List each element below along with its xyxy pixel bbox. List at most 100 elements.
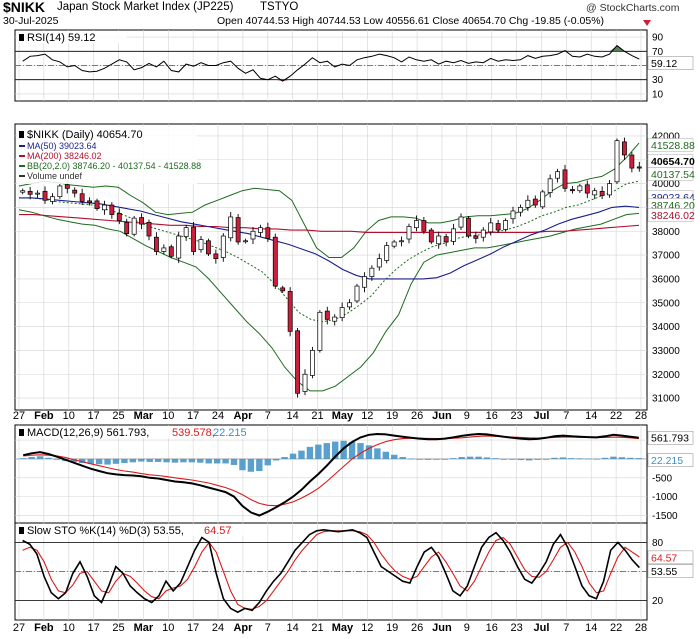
macd-histogram-bar <box>163 458 170 463</box>
candle-body <box>406 226 412 240</box>
candle-body <box>525 199 531 208</box>
x-axis-label: Jun <box>432 622 452 634</box>
macd-histogram-bar <box>121 458 128 464</box>
macd-histogram-bar <box>551 457 558 459</box>
sto-d-value-label: 64.57 <box>651 552 677 564</box>
chart-quote: Open 40744.53 High 40744.53 Low 40556.61… <box>217 15 605 27</box>
macd-histogram-bar <box>256 458 263 471</box>
macd-y-tick: -1500 <box>652 511 678 522</box>
macd-hist-value-label: 22.215 <box>651 455 683 467</box>
x-axis-label: 27 <box>13 410 25 422</box>
sto-legend-main: Slow STO %K(14) %D(3) 53.55, <box>27 525 184 537</box>
x-axis-label: Feb <box>34 410 54 422</box>
candle-body <box>228 216 234 239</box>
price-y-tick: 40000 <box>652 179 680 190</box>
candle-body <box>436 235 442 245</box>
x-axis-label: 21 <box>311 410 323 422</box>
x-axis-label: Apr <box>233 410 253 422</box>
macd-histogram-bar <box>146 458 153 462</box>
macd-histogram-bar <box>365 445 373 459</box>
macd-histogram-bar <box>348 441 356 459</box>
rsi-legend-bg <box>17 31 127 43</box>
candle-body <box>466 217 471 237</box>
candle-body <box>280 287 286 292</box>
candle-body <box>146 221 152 237</box>
macd-histogram-bar <box>180 458 187 463</box>
candle-body <box>35 192 40 195</box>
candle-body <box>518 207 523 213</box>
macd-legend-hist: 22.215 <box>213 427 247 439</box>
candle-body <box>287 291 293 332</box>
candle-body <box>362 276 367 288</box>
rsi-y-tick: 10 <box>652 89 664 100</box>
macd-histogram-bar <box>500 458 508 460</box>
macd-histogram-bar <box>222 458 229 464</box>
candle-body <box>399 240 404 243</box>
x-axis-label: 17 <box>187 410 199 422</box>
rsi-legend: RSI(14) 59.12 <box>27 32 95 44</box>
x-axis-label: 26 <box>411 410 423 422</box>
candle-body <box>636 166 642 169</box>
macd-histogram-bar <box>407 458 415 460</box>
x-axis-label: Mar <box>134 410 154 422</box>
macd-histogram-bar <box>433 458 440 460</box>
candle-body <box>369 267 375 277</box>
candle-body <box>391 241 397 247</box>
candle-body <box>555 171 560 179</box>
macd-histogram-bar <box>36 456 44 459</box>
chg-down-triangle-icon <box>643 20 651 26</box>
macd-histogram-bar <box>315 444 322 459</box>
macd-histogram-bar <box>466 456 474 459</box>
macd-histogram-bar <box>298 450 305 459</box>
candle-body <box>102 204 107 211</box>
candle-body <box>198 239 204 251</box>
macd-histogram-bar <box>458 457 465 459</box>
macd-value-label: 561.793 <box>651 433 689 445</box>
x-axis-label: May <box>332 410 354 422</box>
candle-body <box>57 185 63 198</box>
candle-body <box>607 183 612 196</box>
macd-line <box>22 432 639 517</box>
candle-body <box>131 217 137 235</box>
candle-body <box>124 221 130 234</box>
x-axis-label: 14 <box>585 410 597 422</box>
macd-histogram-bar <box>138 458 145 462</box>
macd-histogram-bar <box>247 458 255 472</box>
macd-histogram-bar <box>28 457 35 459</box>
bb-legend: BB(20,2.0) 38746.20 - 40137.54 - 41528.8… <box>27 161 201 171</box>
macd-histogram-bar <box>475 456 482 459</box>
macd-legend-icon <box>19 429 24 436</box>
candle-body <box>235 217 241 243</box>
candle-body <box>176 235 182 259</box>
price-y-tick: 31000 <box>652 394 680 405</box>
macd-histogram-bar <box>104 458 111 465</box>
price-legend-bg <box>17 126 197 184</box>
x-axis-label: 19 <box>386 410 398 422</box>
candle-body <box>577 185 583 192</box>
price-y-tick: 38000 <box>652 227 680 238</box>
candle-body <box>443 236 449 243</box>
macd-histogram-bar <box>332 441 339 459</box>
rsi-y-tick: 30 <box>652 75 664 86</box>
x-axis-label: 28 <box>635 622 647 634</box>
candle-body <box>220 235 226 258</box>
candle-body <box>503 220 508 230</box>
macd-histogram-bar <box>53 458 61 460</box>
macd-histogram-bar <box>374 448 381 459</box>
macd-histogram-bar <box>129 458 137 463</box>
candle-body <box>265 227 271 239</box>
macd-histogram-bar <box>306 446 314 459</box>
x-axis-label: May <box>332 622 354 634</box>
macd-histogram-bar <box>509 458 516 460</box>
candle-body <box>480 229 486 238</box>
macd-histogram-bar <box>45 457 52 459</box>
x-axis-label: 10 <box>162 410 174 422</box>
candle-body <box>116 213 122 221</box>
macd-histogram-bar <box>289 453 297 459</box>
rsi-value-label: 59.12 <box>651 58 677 70</box>
x-axis-label: 7 <box>563 622 569 634</box>
x-axis-label: 23 <box>510 622 522 634</box>
macd-histogram-bar <box>112 458 120 464</box>
macd-legend-main: MACD(12,26,9) 561.793, <box>27 427 149 439</box>
macd-hist-value-label-bg <box>647 453 694 467</box>
